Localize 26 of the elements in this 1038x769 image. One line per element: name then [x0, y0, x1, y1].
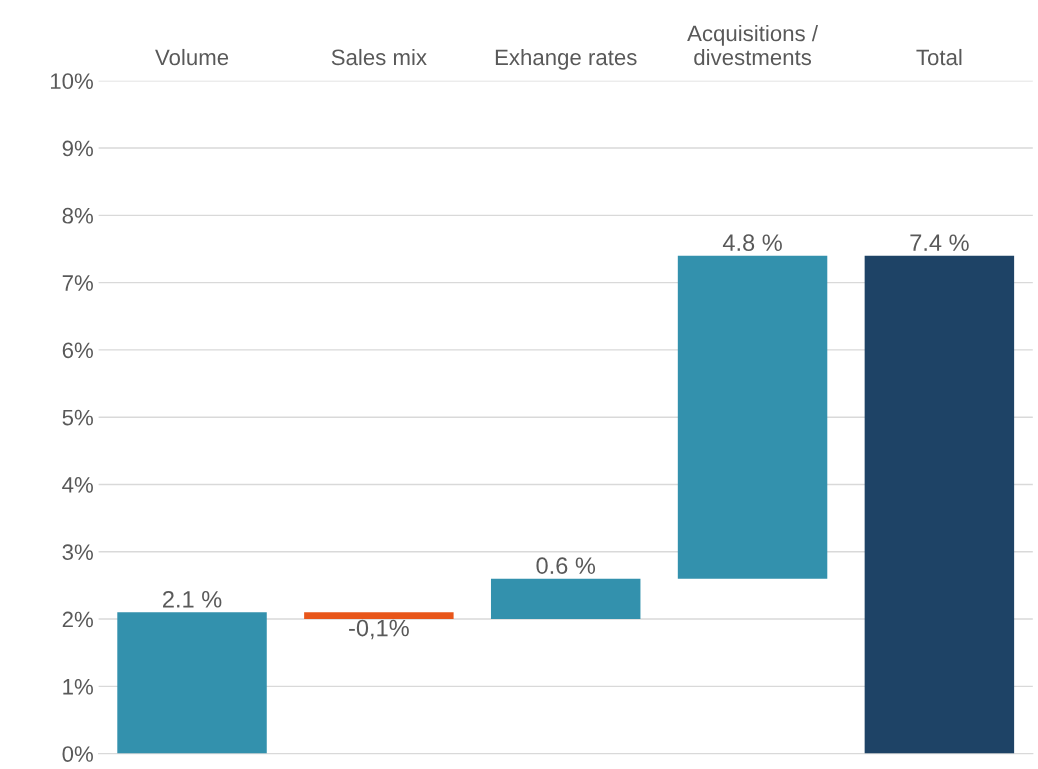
data-label: 4.8 %: [722, 234, 782, 252]
bar: [304, 612, 454, 620]
x-tick-label: Total: [916, 48, 962, 66]
x-tick-label: Acquisitions / divestments: [687, 24, 819, 66]
data-label: -0,1%: [349, 619, 409, 640]
bar: [864, 255, 1015, 754]
y-tick-label: 6%: [62, 342, 93, 359]
bar: [677, 255, 828, 579]
data-label: 0.6 %: [536, 557, 596, 575]
y-tick-label: 8%: [62, 207, 93, 224]
y-tick-label: 9%: [62, 140, 93, 157]
x-tick-label: Volume: [155, 48, 229, 66]
data-label: 7.4 %: [910, 234, 969, 251]
x-tick-label: Sales mix: [331, 48, 427, 66]
y-tick-label: 1%: [63, 678, 93, 695]
bar: [117, 612, 267, 754]
y-tick-label: 2%: [62, 611, 93, 628]
y-tick-label: 0%: [62, 746, 93, 762]
data-label: 2.1 %: [163, 590, 222, 608]
bar: [490, 578, 641, 620]
y-tick-label: 10%: [50, 73, 93, 90]
x-tick-label: Exhange rates: [495, 48, 637, 70]
y-tick-label: 5%: [62, 409, 93, 426]
y-tick-label: 4%: [62, 477, 93, 493]
y-tick-label: 3%: [62, 544, 93, 561]
y-tick-label: 7%: [62, 275, 93, 291]
